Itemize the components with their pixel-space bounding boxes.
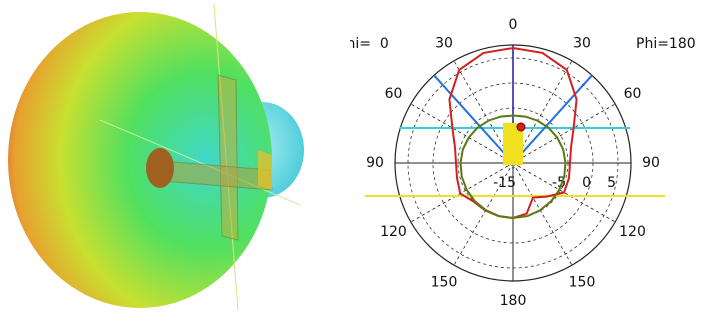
patch-plate	[258, 150, 272, 190]
theta-tick-label: 150	[431, 275, 458, 291]
pattern-3d-view	[0, 0, 350, 324]
theta-tick-label: 30	[435, 35, 453, 51]
theta-tick-label: 60	[624, 86, 642, 102]
theta-tick-label: 120	[380, 224, 407, 240]
phi-left-label: Phi= 0	[350, 36, 389, 52]
theta-tick-label: 0	[509, 17, 518, 33]
theta-tick-label: 120	[619, 224, 646, 240]
theta-tick-label: 180	[500, 293, 527, 309]
r-tick-label: 5	[607, 175, 616, 191]
r-tick-label: 0	[582, 175, 591, 191]
feed	[146, 148, 174, 188]
theta-tick-label: 150	[569, 275, 596, 291]
beamwidth-marker	[434, 75, 513, 163]
theta-tick-label: 30	[573, 35, 591, 51]
screen: Phi= 0 Phi=180 -15-505030609012015018015…	[0, 0, 710, 324]
polar-chart: Phi= 0 Phi=180 -15-505030609012015018015…	[350, 0, 710, 324]
phi-right-label: Phi=180	[636, 36, 696, 52]
theta-tick-label: 60	[385, 86, 403, 102]
theta-tick-label: 90	[366, 155, 384, 171]
theta-tick-label: 90	[642, 155, 660, 171]
beamwidth-marker	[513, 75, 592, 163]
marker-dot	[517, 123, 525, 131]
patch-plate	[218, 75, 238, 240]
